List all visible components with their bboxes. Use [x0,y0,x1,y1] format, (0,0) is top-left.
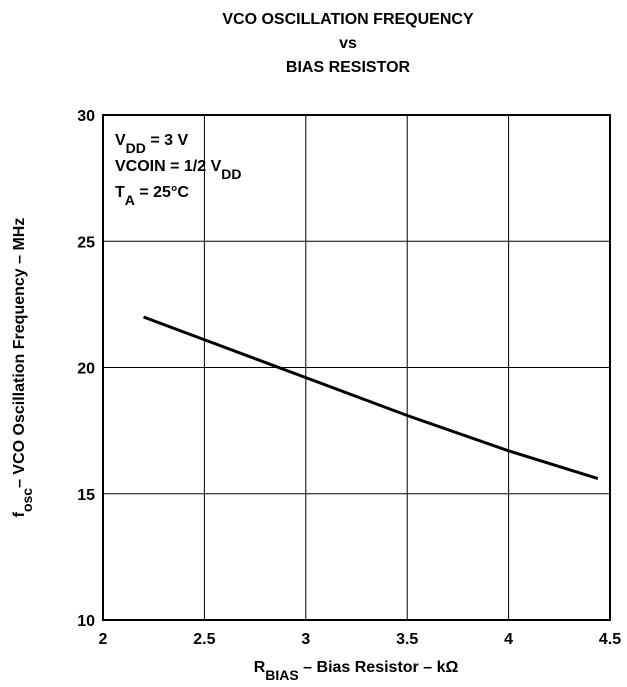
label: fosc– VCO Oscillation Frequency – MHz [11,218,35,518]
data-line [143,315,599,481]
label-text: f [11,511,28,517]
y-tick-label: 10 [77,613,95,630]
chart-title: vs [339,35,357,52]
label-text: – VCO Oscillation Frequency – MHz [11,218,28,488]
subscript: DD [221,166,241,182]
subscript: A [125,192,135,208]
x-tick-label: 4 [504,631,513,648]
y-tick-label: 20 [77,361,95,378]
y-tick-label: 25 [77,234,95,251]
label-text: – Bias Resistor – kΩ [299,659,459,676]
label-text: = 3 V [146,132,189,149]
subscript: osc [19,488,35,512]
label-text: T [115,184,125,201]
x-tick-label: 3.5 [396,631,418,648]
x-tick-label: 2 [99,631,108,648]
label-text: R [254,659,266,676]
label: VDD = 3 V [115,132,188,156]
label: TA = 25°C [115,184,189,208]
label-text: VCOIN = 1/2 V [115,158,222,175]
label: RBIAS – Bias Resistor – kΩ [254,659,459,683]
subscript: BIAS [265,667,298,683]
x-tick-label: 4.5 [599,631,621,648]
chart-title: BIAS RESISTOR [286,59,411,76]
x-tick-label: 3 [301,631,310,648]
y-tick-label: 30 [77,108,95,125]
subscript: DD [126,140,146,156]
y-tick-label: 15 [77,487,95,504]
label: VCOIN = 1/2 VDD [115,158,242,182]
plot-frame [102,114,611,621]
chart-title: VCO OSCILLATION FREQUENCY [222,11,474,28]
label-text: V [115,132,126,149]
x-tick-label: 2.5 [193,631,215,648]
label-text: = 25°C [135,184,189,201]
